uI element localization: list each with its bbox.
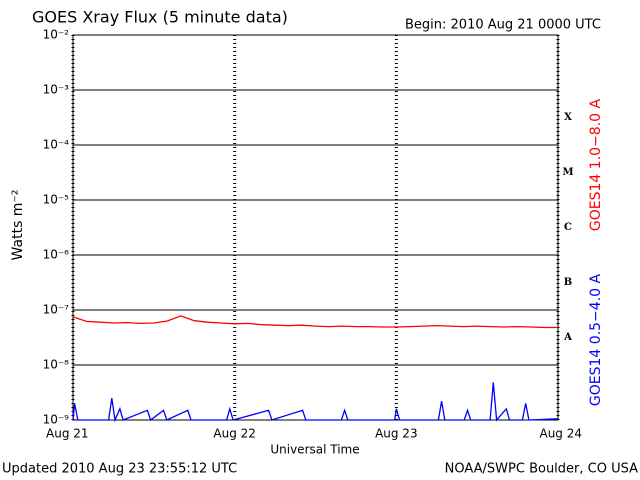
y-tick-label: 10⁻³ — [43, 83, 70, 97]
x-axis-label: Universal Time — [270, 443, 359, 457]
legend-label: GOES14 0.5−4.0 A — [588, 274, 604, 407]
legend-label: GOES14 1.0−8.0 A — [588, 99, 604, 232]
y-tick-label: 10⁻⁵ — [43, 193, 70, 207]
series-line — [72, 315, 558, 329]
y-axis-label: Watts m⁻² — [10, 190, 26, 261]
series-line — [72, 382, 559, 423]
y-tick-label: 10⁻⁷ — [43, 303, 70, 317]
chart-title: GOES Xray Flux (5 minute data) — [32, 8, 288, 27]
y-tick-label: 10⁻⁹ — [43, 413, 70, 427]
y-tick-label: 10⁻² — [43, 28, 70, 42]
y-tick-label: 10⁻⁶ — [43, 248, 70, 262]
chart-subtitle: Begin: 2010 Aug 21 0000 UTC — [405, 18, 601, 33]
footer-right: NOAA/SWPC Boulder, CO USA — [445, 462, 638, 477]
flare-class-label: B — [564, 277, 572, 288]
x-tick-label: Aug 22 — [213, 427, 256, 441]
flare-class-label: C — [564, 222, 572, 233]
x-tick-label: Aug 21 — [46, 427, 89, 441]
x-tick-label: Aug 23 — [375, 427, 418, 441]
flare-class-label: A — [563, 332, 572, 343]
flare-class-label: X — [564, 112, 572, 123]
y-tick-label: 10⁻⁸ — [43, 358, 70, 372]
flare-class-label: M — [562, 167, 573, 178]
x-tick-label: Aug 24 — [539, 427, 582, 441]
y-tick-label: 10⁻⁴ — [43, 138, 70, 152]
footer-left: Updated 2010 Aug 23 23:55:12 UTC — [2, 462, 237, 477]
